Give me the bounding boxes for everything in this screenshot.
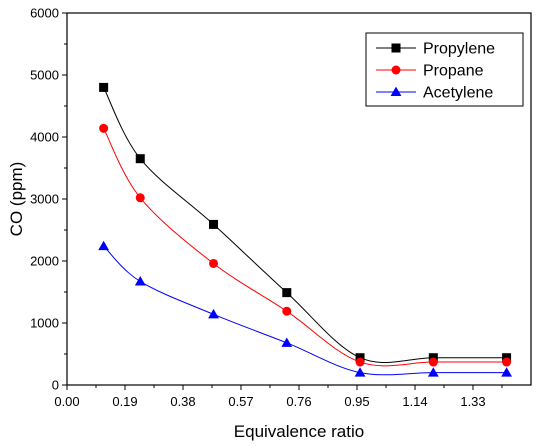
x-tick-label: 1.33 [460, 394, 485, 409]
data-point-acetylene [208, 308, 219, 319]
data-point-acetylene [98, 240, 110, 251]
x-tick-label: 0.95 [344, 394, 369, 409]
data-point-propylene [282, 288, 292, 298]
x-tick-label: 1.14 [402, 394, 427, 409]
data-point-acetylene [501, 367, 512, 377]
data-point-acetylene [354, 367, 366, 377]
y-tick-label: 4000 [30, 130, 59, 145]
legend-label-propylene: Propylene [423, 41, 495, 58]
x-tick-label: 0.19 [112, 394, 137, 409]
data-point-propane [355, 357, 365, 367]
data-point-propane [135, 193, 145, 203]
data-point-propylene [135, 154, 145, 164]
y-tick-label: 1000 [30, 316, 59, 331]
legend-label-acetylene: Acetylene [423, 85, 493, 102]
series-acetylene [98, 240, 512, 377]
x-axis-title: Equivalence ratio [234, 422, 364, 441]
y-tick-label: 0 [52, 378, 59, 393]
data-point-propane [99, 123, 109, 133]
data-point-propylene [209, 219, 219, 229]
series-propylene [99, 82, 512, 364]
series-line-propane [103, 128, 507, 367]
data-point-acetylene [427, 367, 439, 377]
y-tick-label: 2000 [30, 254, 59, 269]
axis-layer: 0.00 0.19 0.38 0.57 0.76 0.95 1.14 1.33 0 1000 200… [30, 6, 532, 409]
series-line-propylene [103, 87, 507, 364]
y-tick-label: 3000 [30, 192, 59, 207]
data-point-propane [502, 357, 512, 367]
data-point-propane [209, 258, 219, 268]
x-tick-label: 0.38 [170, 394, 195, 409]
legend-marker-acetylene [390, 86, 402, 97]
data-point-propane [282, 306, 292, 316]
x-tick-label: 0.00 [54, 394, 79, 409]
x-tick-label: 0.76 [286, 394, 311, 409]
data-point-acetylene [134, 276, 146, 286]
x-tick-label: 0.57 [228, 394, 253, 409]
legend-label-propane: Propane [423, 63, 484, 80]
data-point-acetylene [281, 337, 293, 347]
data-point-propylene [99, 82, 109, 92]
y-tick-label: 5000 [30, 68, 59, 83]
y-tick-label: 6000 [30, 6, 59, 21]
series-layer [98, 82, 512, 377]
legend-marker-propane [391, 65, 401, 75]
legend: Propylene Propane Acetylene [365, 32, 524, 107]
legend-marker-propylene [391, 43, 401, 53]
series-propane [99, 123, 512, 367]
data-point-propane [428, 357, 438, 367]
y-axis-title: CO (ppm) [7, 162, 26, 237]
